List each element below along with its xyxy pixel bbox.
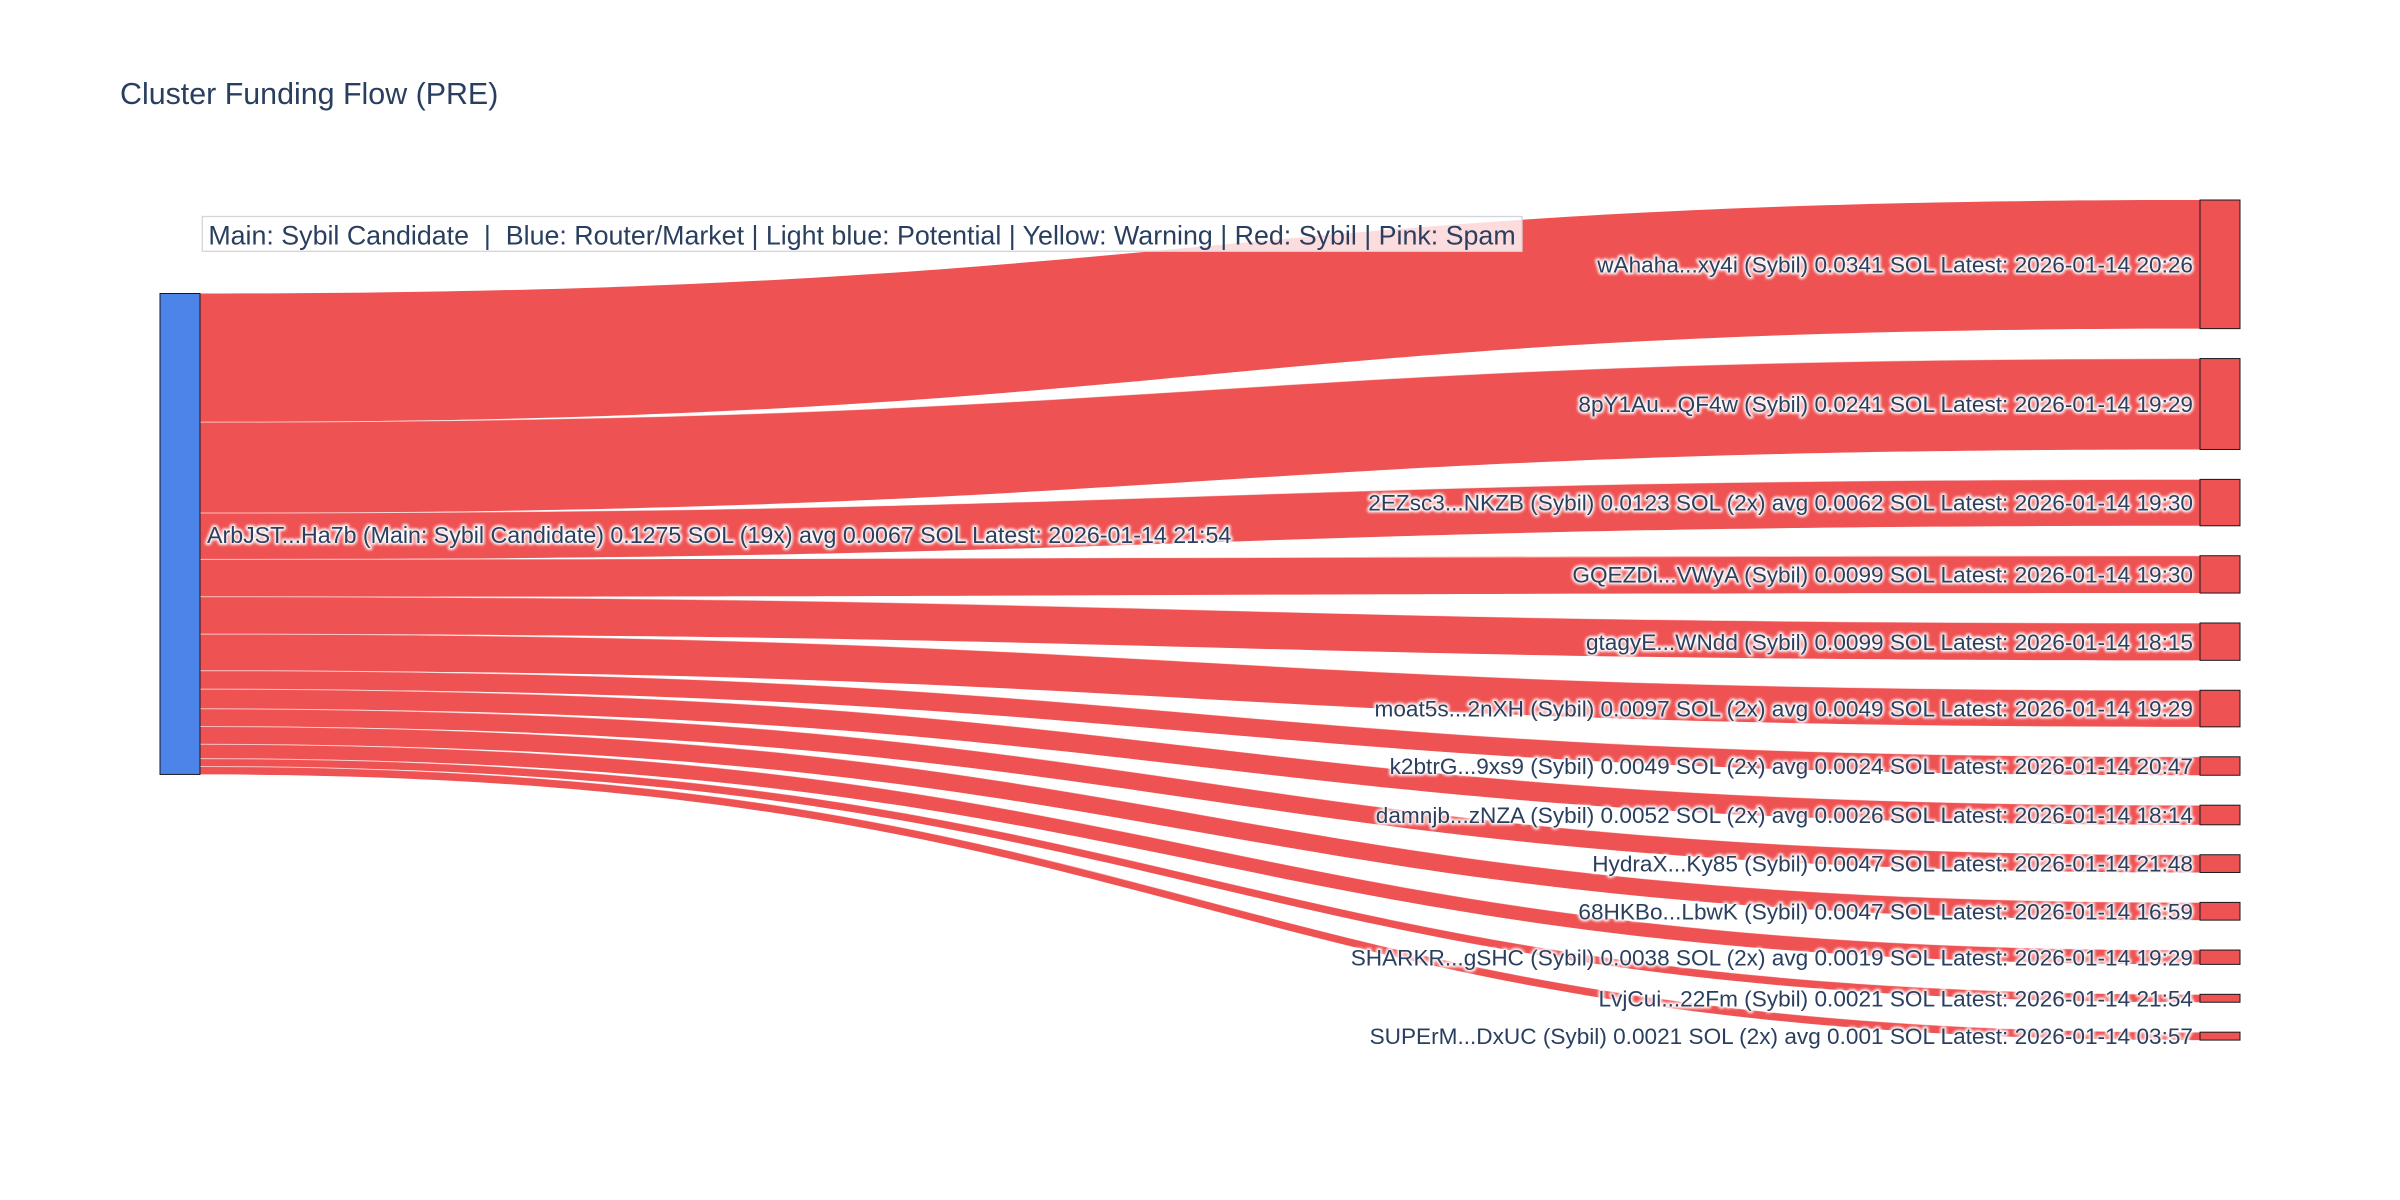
- svg-text:k2btrG...9xs9 (Sybil) 0.0049 S: k2btrG...9xs9 (Sybil) 0.0049 SOL (2x) av…: [1390, 754, 2193, 779]
- svg-text:damnjb...zNZA (Sybil) 0.0052 S: damnjb...zNZA (Sybil) 0.0052 SOL (2x) av…: [1376, 803, 2193, 828]
- svg-text:SHARKR...gSHC (Sybil) 0.0038 S: SHARKR...gSHC (Sybil) 0.0038 SOL (2x) av…: [1351, 945, 2193, 970]
- svg-text:2EZsc3...NKZB (Sybil) 0.0123 S: 2EZsc3...NKZB (Sybil) 0.0123 SOL (2x) av…: [1368, 491, 2193, 516]
- svg-text:gtagyE...WNdd (Sybil) 0.0099 S: gtagyE...WNdd (Sybil) 0.0099 SOL Latest:…: [1586, 630, 2193, 655]
- svg-text:68HKBo...LbwK (Sybil) 0.0047 S: 68HKBo...LbwK (Sybil) 0.0047 SOL Latest:…: [1578, 899, 2193, 924]
- svg-text:Cluster Funding Flow (PRE): Cluster Funding Flow (PRE): [120, 77, 498, 111]
- svg-text:Main: Sybil Candidate | Blue: Main: Sybil Candidate | Blue: Router/Mar…: [208, 220, 1515, 250]
- svg-text:HydraX...Ky85 (Sybil) 0.0047 S: HydraX...Ky85 (Sybil) 0.0047 SOL Latest:…: [1592, 852, 2193, 877]
- svg-text:LvjCui...22Fm (Sybil) 0.0021 S: LvjCui...22Fm (Sybil) 0.0021 SOL Latest:…: [1599, 986, 2193, 1011]
- svg-text:68HKBo...LbwK (Sybil) 0.0047 S: 68HKBo...LbwK (Sybil) 0.0047 SOL Latest:…: [1578, 899, 2193, 924]
- svg-text:HydraX...Ky85 (Sybil) 0.0047 S: HydraX...Ky85 (Sybil) 0.0047 SOL Latest:…: [1592, 852, 2193, 877]
- svg-text:gtagyE...WNdd (Sybil) 0.0099 S: gtagyE...WNdd (Sybil) 0.0099 SOL Latest:…: [1586, 630, 2193, 655]
- svg-text:wAhaha...xy4i (Sybil) 0.0341 S: wAhaha...xy4i (Sybil) 0.0341 SOL Latest:…: [1596, 252, 2193, 277]
- svg-text:ArbJST...Ha7b (Main: Sybil Can: ArbJST...Ha7b (Main: Sybil Candidate) 0.…: [207, 522, 1231, 548]
- svg-text:8pY1Au...QF4w (Sybil) 0.0241 S: 8pY1Au...QF4w (Sybil) 0.0241 SOL Latest:…: [1578, 392, 2193, 417]
- svg-text:8pY1Au...QF4w (Sybil) 0.0241 S: 8pY1Au...QF4w (Sybil) 0.0241 SOL Latest:…: [1578, 392, 2193, 417]
- svg-text:GQEZDi...VWyA (Sybil) 0.0099 S: GQEZDi...VWyA (Sybil) 0.0099 SOL Latest:…: [1572, 563, 2193, 588]
- svg-text:2EZsc3...NKZB (Sybil) 0.0123 S: 2EZsc3...NKZB (Sybil) 0.0123 SOL (2x) av…: [1368, 491, 2193, 516]
- svg-text:moat5s...2nXH (Sybil) 0.0097 S: moat5s...2nXH (Sybil) 0.0097 SOL (2x) av…: [1375, 697, 2193, 722]
- svg-text:GQEZDi...VWyA (Sybil) 0.0099 S: GQEZDi...VWyA (Sybil) 0.0099 SOL Latest:…: [1572, 563, 2193, 588]
- svg-text:SUPErM...DxUC (Sybil) 0.0021 S: SUPErM...DxUC (Sybil) 0.0021 SOL (2x) av…: [1370, 1024, 2193, 1049]
- svg-text:LvjCui...22Fm (Sybil) 0.0021 S: LvjCui...22Fm (Sybil) 0.0021 SOL Latest:…: [1599, 986, 2193, 1011]
- svg-text:moat5s...2nXH (Sybil) 0.0097 S: moat5s...2nXH (Sybil) 0.0097 SOL (2x) av…: [1375, 697, 2193, 722]
- svg-text:SHARKR...gSHC (Sybil) 0.0038 S: SHARKR...gSHC (Sybil) 0.0038 SOL (2x) av…: [1351, 945, 2193, 970]
- svg-text:SUPErM...DxUC (Sybil) 0.0021 S: SUPErM...DxUC (Sybil) 0.0021 SOL (2x) av…: [1370, 1024, 2193, 1049]
- svg-text:wAhaha...xy4i (Sybil) 0.0341 S: wAhaha...xy4i (Sybil) 0.0341 SOL Latest:…: [1596, 252, 2193, 277]
- svg-text:ArbJST...Ha7b (Main: Sybil Can: ArbJST...Ha7b (Main: Sybil Candidate) 0.…: [207, 522, 1231, 548]
- svg-text:damnjb...zNZA (Sybil) 0.0052 S: damnjb...zNZA (Sybil) 0.0052 SOL (2x) av…: [1376, 803, 2193, 828]
- svg-text:k2btrG...9xs9 (Sybil) 0.0049 S: k2btrG...9xs9 (Sybil) 0.0049 SOL (2x) av…: [1390, 754, 2193, 779]
